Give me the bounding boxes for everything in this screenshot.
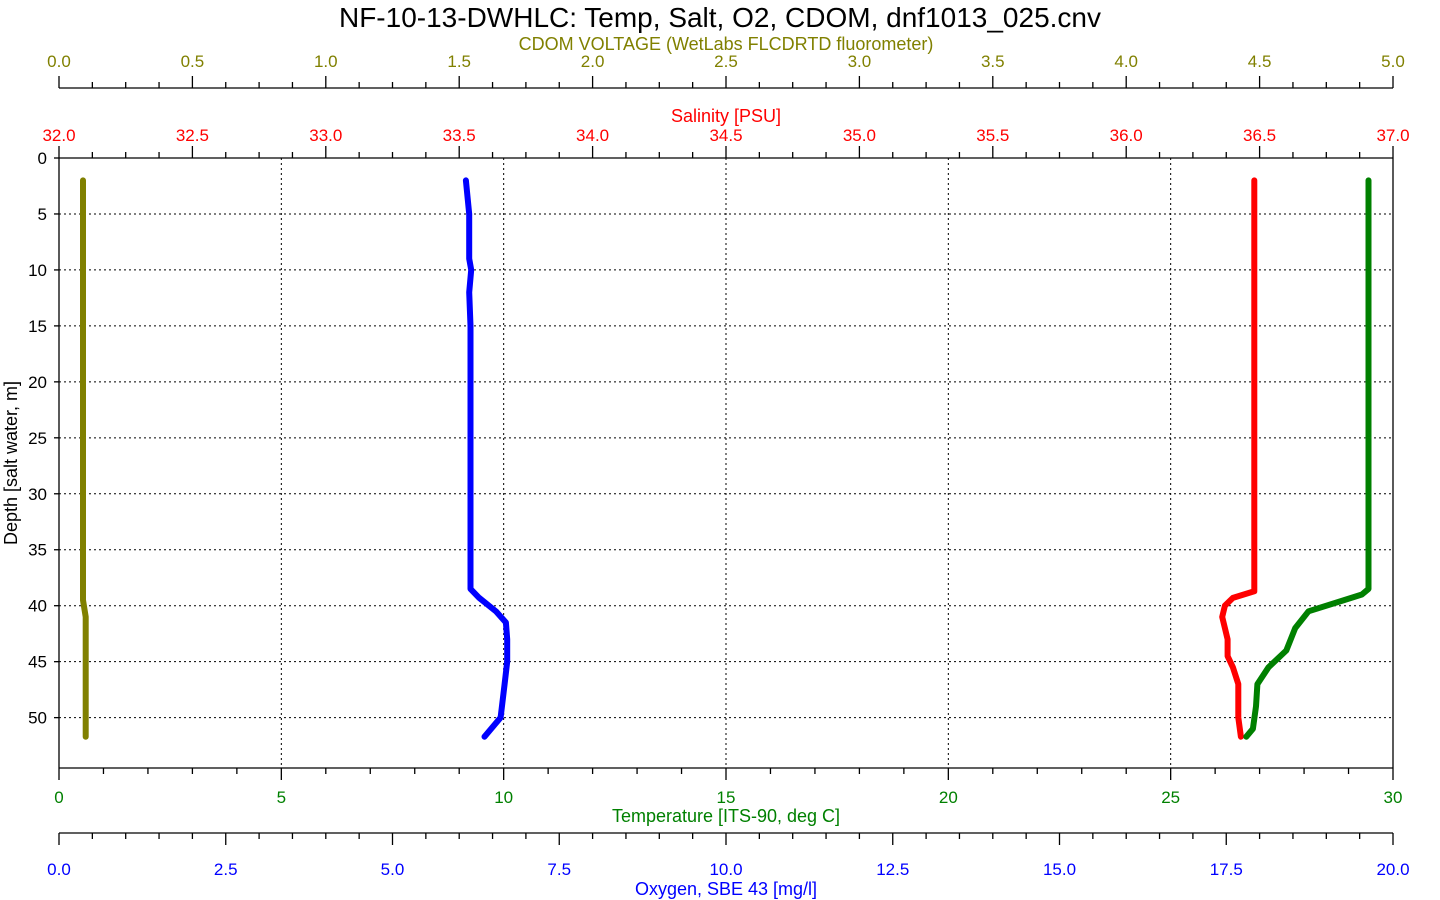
oxygen-tick-label: 5.0 (381, 860, 405, 879)
salinity-tick-label: 36.0 (1110, 126, 1143, 145)
temperature-axis: 0 5 10 15 20 25 30 Temperature [ITS-90, deg C] (54, 767, 1403, 826)
y-tick-label: 15 (28, 317, 47, 336)
salinity-tick-label: 33.0 (309, 126, 342, 145)
salinity-tick-label: 33.5 (443, 126, 476, 145)
salinity-tick-label: 32.5 (176, 126, 209, 145)
y-tick-label: 30 (28, 485, 47, 504)
oxygen-tick-label: 12.5 (876, 860, 909, 879)
grid (59, 158, 1393, 768)
y-tick-label: 10 (28, 261, 47, 280)
salinity-tick-label: 37.0 (1376, 126, 1409, 145)
temperature-profile-line (1243, 177, 1372, 740)
temperature-tick-label: 30 (1384, 788, 1403, 807)
temperature-tick-label: 15 (717, 788, 736, 807)
salinity-profile-line (1219, 177, 1258, 740)
y-tick-label: 25 (28, 429, 47, 448)
oxygen-axis-title: Oxygen, SBE 43 [mg/l] (635, 879, 817, 899)
salinity-axis-title: Salinity [PSU] (671, 106, 781, 126)
temperature-tick-label: 5 (277, 788, 286, 807)
oxygen-tick-label: 7.5 (547, 860, 571, 879)
salinity-tick-label: 36.5 (1243, 126, 1276, 145)
cdom-tick-label: 3.5 (981, 52, 1005, 71)
temperature-axis-title: Temperature [ITS-90, deg C] (612, 806, 840, 826)
temperature-tick-label: 25 (1161, 788, 1180, 807)
cdom-tick-label: 1.5 (447, 52, 471, 71)
y-tick-label: 35 (28, 541, 47, 560)
y-tick-label: 20 (28, 373, 47, 392)
cdom-axis-title: CDOM VOLTAGE (WetLabs FLCDRTD fluoromete… (519, 34, 934, 54)
salinity-axis: 32.0 32.5 33.0 33.5 34.0 34.5 35.0 35.5 36.0 36.5… (42, 106, 1410, 159)
oxygen-tick-label: 15.0 (1043, 860, 1076, 879)
oxygen-axis: 0.0 2.5 5.0 7.5 10.0 12.5 15.0 17.5 20.0 Oxygen, … (47, 832, 1410, 899)
oxygen-tick-label: 2.5 (214, 860, 238, 879)
y-tick-label: 40 (28, 597, 47, 616)
cdom-tick-label: 4.5 (1248, 52, 1272, 71)
oxygen-tick-label: 20.0 (1376, 860, 1409, 879)
cdom-profile-line (80, 177, 89, 740)
salinity-tick-label: 34.0 (576, 126, 609, 145)
y-tick-label: 50 (28, 709, 47, 728)
y-axis-label: Depth [salt water, m] (1, 381, 21, 545)
y-tick-label: 45 (28, 653, 47, 672)
oxygen-profile-line (462, 177, 511, 740)
cdom-tick-label: 1.0 (314, 52, 338, 71)
cdom-tick-label: 4.0 (1114, 52, 1138, 71)
cdom-tick-label: 5.0 (1381, 52, 1405, 71)
oxygen-tick-label: 10.0 (709, 860, 742, 879)
cdom-tick-label: 2.0 (581, 52, 605, 71)
salinity-tick-label: 34.5 (709, 126, 742, 145)
temperature-tick-label: 0 (54, 788, 63, 807)
cdom-axis: 0.0 0.5 1.0 1.5 2.0 2.5 3.0 3.5 4.0 4.5 5.0 CDOM VO… (47, 34, 1405, 89)
y-tick-label: 0 (38, 149, 47, 168)
cdom-tick-label: 0.5 (181, 52, 205, 71)
cdom-tick-label: 0.0 (47, 52, 71, 71)
temperature-tick-label: 20 (939, 788, 958, 807)
data-series (80, 177, 1372, 740)
salinity-tick-label: 35.5 (976, 126, 1009, 145)
salinity-tick-label: 35.0 (843, 126, 876, 145)
cdom-tick-label: 2.5 (714, 52, 738, 71)
temperature-tick-label: 10 (494, 788, 513, 807)
chart-title: NF-10-13-DWHLC: Temp, Salt, O2, CDOM, dn… (339, 2, 1101, 33)
oxygen-tick-label: 17.5 (1210, 860, 1243, 879)
salinity-tick-label: 32.0 (42, 126, 75, 145)
y-tick-label: 5 (38, 205, 47, 224)
oxygen-tick-label: 0.0 (47, 860, 71, 879)
cdom-tick-label: 3.0 (848, 52, 872, 71)
